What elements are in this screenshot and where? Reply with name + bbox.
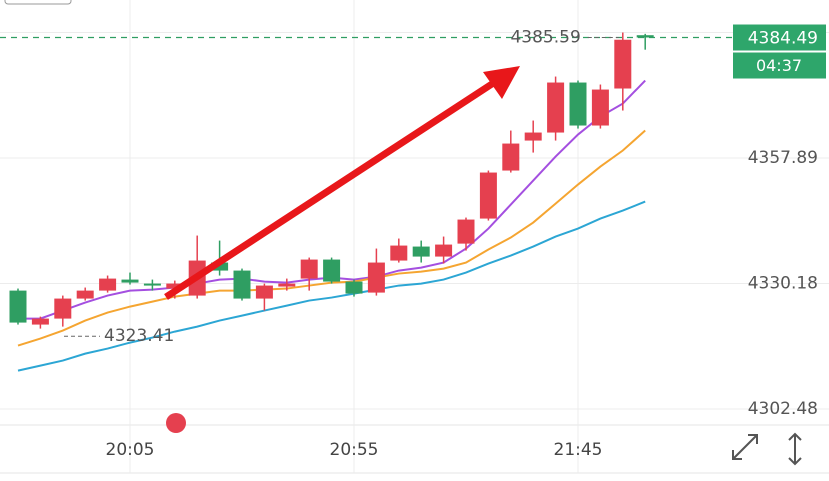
candle-body (636, 35, 654, 38)
candle-body (435, 244, 453, 257)
candle-body (233, 270, 251, 299)
arrow-head (483, 66, 520, 99)
y-tick-label: 4302.48 (748, 399, 818, 419)
candle-body (99, 278, 117, 291)
candle-body (367, 262, 385, 293)
candle-body (412, 246, 430, 257)
marker-dot (166, 413, 186, 433)
candle-body (591, 89, 609, 126)
min-price-label: 4323.41 (104, 326, 174, 346)
arrow-shaft (164, 77, 500, 300)
candle-body (479, 172, 497, 219)
candle-body (569, 82, 587, 126)
candle-body (278, 283, 296, 287)
plot (0, 32, 733, 372)
candle-body (390, 245, 408, 261)
candle-body (121, 279, 139, 283)
candle-body (457, 219, 475, 244)
y-tick-label: 4357.89 (748, 148, 818, 168)
candle-body (300, 259, 318, 279)
last-price-box (733, 24, 826, 51)
candle-body (255, 285, 273, 299)
candle-body (547, 82, 565, 133)
candle-body (323, 259, 341, 282)
candle-body (76, 290, 94, 299)
candle-body (502, 143, 520, 171)
candle-body (31, 318, 49, 325)
scale-icon[interactable] (788, 432, 802, 466)
x-tick-label: 20:55 (330, 440, 379, 460)
overlay: 4302.48 4330.18 4357.89 4385.59 20:05 20:55 21… (64, 23, 826, 466)
candle-body (9, 290, 27, 323)
last-price-label: 4384.49 (748, 29, 818, 49)
y-tick-label: 4330.18 (748, 274, 818, 294)
candle-body (54, 298, 72, 319)
candle-body (211, 262, 229, 271)
max-price-label: 4385.59 (510, 28, 580, 48)
x-tick-label: 20:05 (106, 440, 155, 460)
moving-average-line (17, 200, 646, 372)
candle-body (524, 132, 542, 141)
candle-body (614, 39, 632, 89)
candle-body (166, 283, 184, 289)
x-tick-label: 21:45 (554, 440, 603, 460)
top-tab (4, 0, 72, 5)
candle-body (345, 281, 363, 294)
expand-icon[interactable] (732, 434, 758, 460)
candle-body (143, 283, 161, 286)
countdown-box (733, 52, 826, 79)
countdown-label: 04:37 (756, 56, 802, 75)
